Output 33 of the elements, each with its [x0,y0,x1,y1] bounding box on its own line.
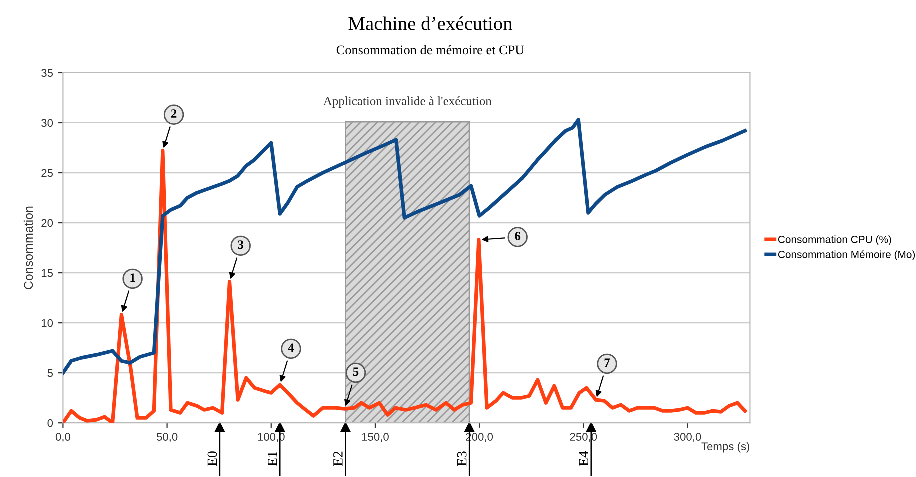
line-series [63,149,748,424]
y-tick-label: 25 [42,169,54,178]
annotation: 4 [288,344,294,352]
annotation: 6 [515,232,521,240]
legend-label: Consommation Mémoire (Mo) [778,250,916,260]
y-tick-label: 15 [42,269,54,278]
chart-subtitle: Consommation de mémoire et CPU [336,45,524,55]
annotation: 1 [130,274,136,282]
x-tick-label: 300,0 [674,433,702,442]
annotation: 5 [353,368,359,376]
x-tick-label: 0,0 [56,433,70,442]
band-label: Application invalide à l'exécution [324,96,492,108]
annotation: 2 [171,110,177,118]
annotation: E3 [457,452,467,466]
annotation: E1 [268,452,278,466]
y-tick-label: 5 [48,369,54,378]
y-tick-label: 0 [48,419,54,428]
annotation: E2 [334,452,343,466]
y-axis-title: Consommation [24,206,34,290]
annotation: 7 [604,358,610,367]
x-tick-label: 150,0 [362,433,389,442]
x-axis-title: Temps (s) [702,442,750,453]
annotation: 3 [238,240,244,250]
line-series [63,118,748,375]
y-tick-label: 35 [42,69,54,78]
x-tick-label: 50,0 [156,433,178,442]
chart-title: Machine d’exécution [348,16,513,30]
annotation: E4 [579,451,588,466]
annotation: E0 [208,452,218,466]
legend-label: Consommation CPU (%) [778,236,892,246]
y-tick-label: 20 [42,219,54,228]
y-tick-label: 10 [42,319,54,328]
y-tick-label: 30 [42,119,54,128]
